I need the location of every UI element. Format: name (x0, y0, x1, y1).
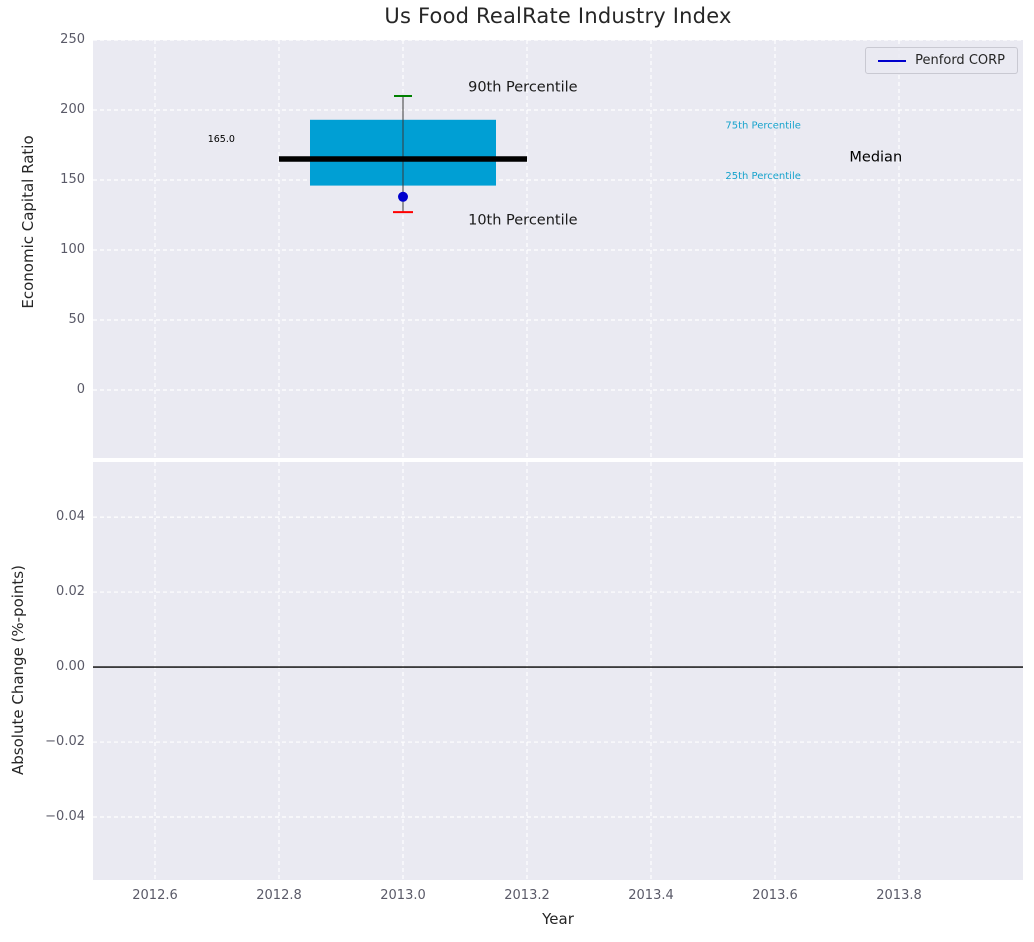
top-plot-svg: 90th Percentile 10th Percentile 75th Perce… (93, 40, 1023, 458)
annotation: 165.0 (208, 134, 235, 145)
top-y-tick-label: 150 (60, 171, 85, 187)
top-y-tick-label: 0 (76, 381, 85, 397)
bottom-axes (93, 462, 1023, 880)
legend: Penford CORP (865, 47, 1018, 74)
legend-line-penford (878, 59, 907, 62)
x-tick-label: 2013.6 (752, 888, 798, 903)
company-point (398, 191, 408, 202)
top-y-axis-label: Economic Capital Ratio (19, 135, 37, 309)
bottom-y-tick-label: −0.02 (45, 734, 85, 750)
bottom-y-tick-label: 0.00 (56, 659, 85, 675)
annotation: Median (849, 150, 902, 166)
x-tick-label: 2012.8 (256, 888, 302, 903)
annotation: 25th Percentile (725, 171, 801, 182)
annotation: 10th Percentile (468, 213, 578, 229)
x-tick-label: 2012.6 (132, 888, 178, 903)
x-tick-label: 2013.4 (628, 888, 674, 903)
x-tick-label: 2013.2 (504, 888, 550, 903)
bottom-y-tick-label: 0.04 (56, 509, 85, 525)
bottom-y-tick-label: −0.04 (45, 809, 85, 825)
x-tick-label: 2013.8 (876, 888, 922, 903)
top-axes: 90th Percentile 10th Percentile 75th Perce… (93, 40, 1023, 458)
top-y-tick-label: 250 (60, 32, 85, 47)
x-tick-label: 2013.0 (380, 888, 426, 903)
x-axis-label: Year (542, 910, 574, 928)
top-y-tick-label: 50 (68, 311, 85, 327)
top-y-tick-label: 200 (60, 101, 85, 117)
top-y-tick-label: 100 (60, 241, 85, 257)
annotation: 90th Percentile (468, 80, 578, 96)
annotation: 75th Percentile (725, 120, 801, 131)
bottom-y-tick-label: 0.02 (56, 584, 85, 600)
legend-label: Penford CORP (915, 53, 1005, 68)
bottom-plot-svg (93, 462, 1023, 880)
chart-title: Us Food RealRate Industry Index (384, 4, 732, 28)
